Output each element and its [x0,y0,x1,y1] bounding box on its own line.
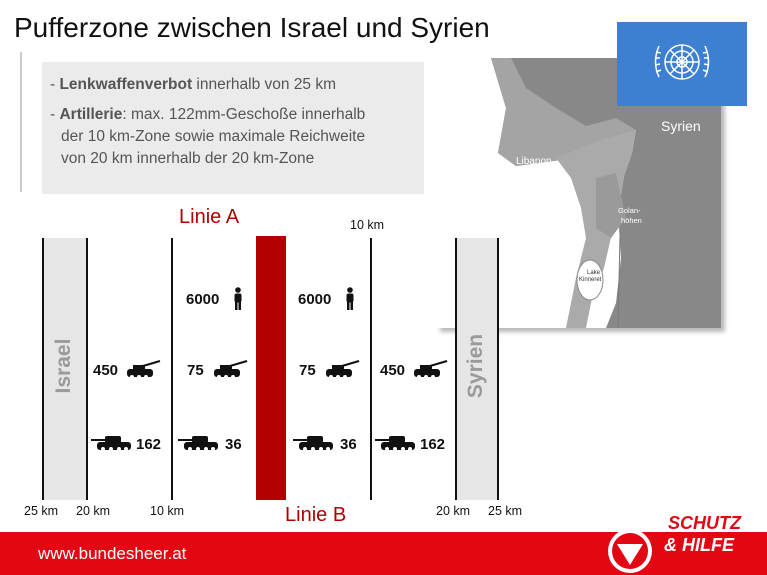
tank-count-1: 162 [136,436,162,453]
slogan-line2: & HILFE [664,535,734,555]
bullet-artillerie: - Artillerie: max. 122mm-Geschoße innerh… [50,106,366,123]
label-linie-b: Linie B [285,504,347,526]
slogan-line1: SCHUTZ [668,513,741,533]
artillery-icon [414,360,448,379]
soldier-icon [234,287,242,310]
map-label-lake-1: Lake [587,270,601,276]
artillery-count-4: 450 [380,362,406,379]
zone-strip-syrien [455,238,497,500]
tank-count-4: 162 [420,436,446,453]
km-label-20-right: 20 km [436,504,471,518]
label-linie-a: Linie A [179,206,240,228]
soldier-icon [346,287,354,310]
artillery-count-1: 450 [93,362,119,379]
map-label-golan-1: Golan- [618,206,641,215]
un-logo-icon [654,44,710,80]
bullet-artillerie-line2: der 10 km-Zone sowie maximale Reichweite [61,128,366,145]
bullet-artillerie-line3: von 20 km innerhalb der 20 km-Zone [61,150,315,167]
bullet-lenkwaffen-label: Lenkwaffenverbot [59,76,193,93]
tank-count-2: 36 [225,436,242,453]
artillery-icon [326,360,360,379]
tank-icon [178,436,218,451]
boundary-line-10km-left [171,238,173,500]
km-label-25-right: 25 km [488,504,523,518]
red-zone-bar [256,236,286,500]
zone-label-israel: Israel [52,338,75,394]
bullet-artillerie-label: Artillerie [59,106,123,123]
artillery-icon [127,360,161,379]
map-label-lake-2: Kinneret [579,277,602,283]
boundary-line-25km-right [497,238,499,500]
label-top-10km: 10 km [350,218,385,232]
bullet-lenkwaffen: - Lenkwaffenverbot innerhalb von 25 km [50,76,336,93]
map-label-syrien: Syrien [661,118,701,134]
km-label-10-left: 10 km [150,504,185,518]
un-emblem [617,22,747,106]
page-title: Pufferzone zwischen Israel und Syrien [14,12,490,43]
bullet-artillerie-line1: : max. 122mm-Geschoße innerhalb [122,106,366,123]
km-label-20-left: 20 km [76,504,111,518]
tank-icon [375,436,415,451]
bundesheer-logo-icon [608,529,652,573]
troops-count-left: 6000 [186,291,220,308]
map-label-israel: Israel [514,242,549,258]
km-label-25-left: 25 km [24,504,59,518]
bullet-lenkwaffen-text: innerhalb von 25 km [192,76,336,93]
troops-count-right: 6000 [298,291,332,308]
artillery-count-3: 75 [299,362,316,379]
boundary-line-10km-right [370,238,372,500]
info-box: - Lenkwaffenverbot innerhalb von 25 km -… [42,62,424,194]
boundary-line-20km-left [86,238,88,500]
footer-url[interactable]: www.bundesheer.at [38,544,187,563]
boundary-line-20km-right [455,238,457,500]
artillery-icon [214,360,248,379]
zone-label-syrien: Syrien [464,333,487,399]
boundary-line-25km-left [42,238,44,500]
zone-strip-israel [43,238,86,500]
tank-count-3: 36 [340,436,357,453]
map-label-golan-2: höhen [621,216,642,225]
title-accent-line [20,52,22,192]
tank-icon [91,436,131,451]
map-label-libanon: Libanon [516,156,552,167]
tank-icon [293,436,333,451]
artillery-count-2: 75 [187,362,204,379]
